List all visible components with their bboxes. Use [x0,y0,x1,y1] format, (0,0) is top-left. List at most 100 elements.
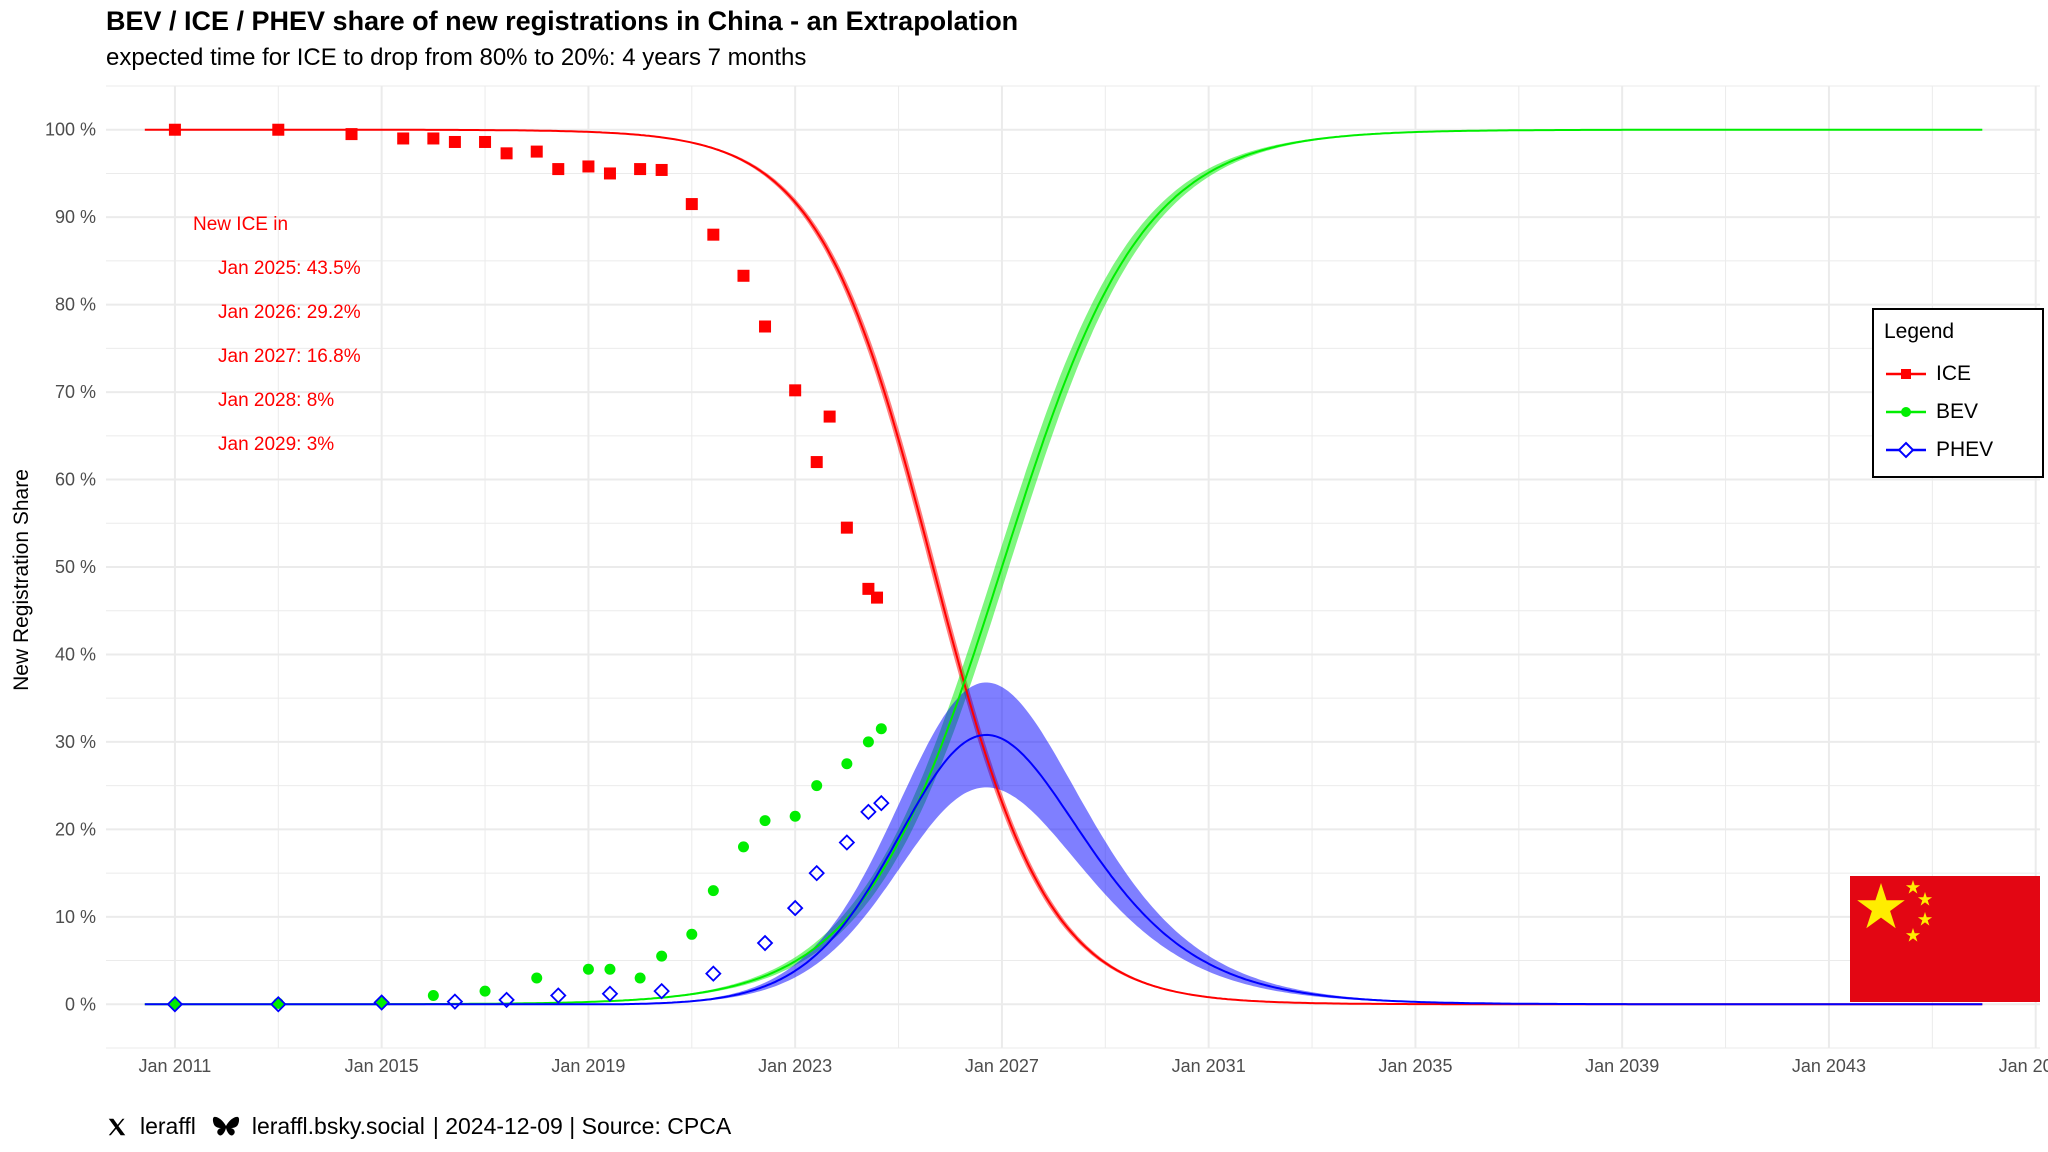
annotation-heading: New ICE in [193,214,288,235]
point-phev [838,834,856,851]
annotation-line: Jan 2026: 29.2% [218,302,361,323]
flag-star-small [1905,880,1921,894]
point-bev [737,841,749,853]
y-tick-label: 80 % [55,295,96,315]
point-phev [270,995,287,1013]
butterfly-icon [212,1116,239,1135]
x-handle: leraffl [140,1113,196,1139]
legend: Legend ICE BEV PHEV [1872,308,2044,478]
y-tick-label: 10 % [55,907,96,927]
point-ice [448,135,461,148]
confidence-bands [144,129,1983,1005]
point-ice [840,521,853,534]
point-ice [168,123,181,136]
legend-key-ice [1886,369,1926,379]
point-phev [601,985,619,1003]
point-bev [875,723,887,735]
legend-item-bev: BEV [1884,398,2034,426]
point-phev [446,993,464,1010]
flag-star-small [1917,892,1933,906]
point-ice [479,135,492,148]
footer: leraffl leraffl.bsky.social | 2024-12-09… [106,1113,731,1140]
x-tick-label: Jan 2027 [965,1056,1039,1076]
legend-label-phev: PHEV [1936,438,1994,461]
point-bev [811,780,823,792]
axis-ticks: 0 % 10 % 20 % 30 % 40 % 50 % 60 % 70 % 80 % 90 % 1… [45,120,2048,1076]
point-ice [810,456,823,469]
legend-label-bev: BEV [1936,400,1979,423]
point-ice [427,132,440,145]
point-phev [705,965,722,982]
annotation-line: Jan 2028: 8% [218,390,334,411]
point-bev [707,885,719,897]
point-ice [345,128,358,141]
point-bev [169,998,181,1010]
point-ice [552,163,565,176]
flag-star-small [1905,928,1921,942]
point-bev [427,990,439,1002]
point-ice [685,198,698,211]
x-tick-label: Jan 2015 [345,1056,419,1076]
point-ice [871,591,884,604]
legend-item-phev: PHEV [1884,436,2034,464]
point-bev [686,928,698,940]
point-ice [397,132,410,145]
grid [106,85,2040,1049]
point-phev [860,803,877,821]
x-tick-label: Jan 2047 [1999,1056,2048,1076]
point-ice [707,228,720,241]
point-phev [873,794,890,812]
x-tick-label: Jan 2043 [1792,1056,1866,1076]
x-tick-label: Jan 2023 [758,1056,832,1076]
point-phev [373,994,390,1011]
point-bev [531,972,543,984]
y-tick-label: 90 % [55,207,96,227]
point-ice [530,145,543,158]
x-tick-label: Jan 2011 [139,1056,212,1076]
point-phev [653,982,670,1000]
observation-points [166,123,890,1013]
point-phev [549,987,567,1004]
point-phev [166,995,184,1013]
bsky-handle: leraffl.bsky.social [251,1113,425,1139]
y-tick-label: 30 % [55,732,96,752]
legend-title: Legend [1884,320,1955,343]
y-tick-label: 70 % [55,382,96,402]
legend-label-ice: ICE [1936,362,1972,385]
annotation-line: Jan 2029: 3% [218,434,334,455]
point-ice [789,384,802,397]
point-ice [655,163,668,176]
y-tick-label: 60 % [55,470,96,490]
point-bev [656,950,668,962]
annotation-line: Jan 2025: 43.5% [218,258,361,279]
x-tick-label: Jan 2031 [1172,1056,1246,1076]
flag-star-small [1917,912,1933,926]
y-tick-label: 100 % [45,120,96,140]
x-tick-label: Jan 2039 [1585,1056,1659,1076]
point-bev [789,810,801,822]
point-ice [823,410,836,423]
point-bev [841,758,853,770]
china-flag-icon [1850,876,2040,1002]
point-bev [759,815,771,827]
point-ice [634,163,647,176]
point-ice [737,269,750,282]
footer-details: | 2024-12-09 | Source: CPCA [432,1113,732,1139]
chart-subtitle: expected time for ICE to drop from 80% t… [106,44,807,71]
ice-annotation: New ICE in Jan 2025: 43.5% Jan 2026: 29.… [193,214,361,455]
band-phev [144,682,1983,1005]
point-ice [272,123,285,136]
y-tick-label: 40 % [55,644,96,664]
point-ice [759,320,772,333]
point-bev [634,972,646,984]
x-tick-label: Jan 2019 [551,1056,625,1076]
point-bev [479,985,491,997]
point-ice [500,147,513,160]
y-tick-label: 50 % [55,557,96,577]
x-logo-icon [108,1118,126,1135]
legend-item-ice: ICE [1884,360,2034,388]
point-ice [582,160,595,173]
legend-key-bev [1886,407,1926,417]
x-tick-label: Jan 2035 [1378,1056,1452,1076]
